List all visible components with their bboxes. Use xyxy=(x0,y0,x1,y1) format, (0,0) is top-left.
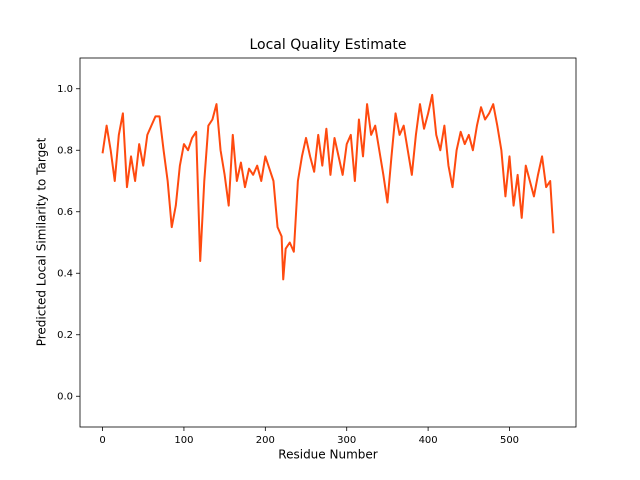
x-axis-label: Residue Number xyxy=(278,448,377,462)
x-tick-label: 0 xyxy=(99,435,105,446)
x-tick-label: 100 xyxy=(174,435,193,446)
y-tick-label: 0.6 xyxy=(57,207,73,218)
x-tick-label: 500 xyxy=(500,435,519,446)
y-tick-label: 1.0 xyxy=(57,84,73,95)
data-line xyxy=(101,93,555,281)
y-tick-label: 0.0 xyxy=(57,391,73,402)
x-tick-label: 400 xyxy=(419,435,438,446)
x-tick-label: 300 xyxy=(337,435,356,446)
y-tick-label: 0.8 xyxy=(57,145,73,156)
plot-frame xyxy=(79,57,577,428)
y-axis-label: Predicted Local Similarity to Target xyxy=(35,137,49,346)
y-tick-label: 0.4 xyxy=(57,268,73,279)
x-tick-label: 200 xyxy=(256,435,275,446)
chart-title: Local Quality Estimate xyxy=(249,37,406,53)
y-tick-label: 0.2 xyxy=(57,330,73,341)
